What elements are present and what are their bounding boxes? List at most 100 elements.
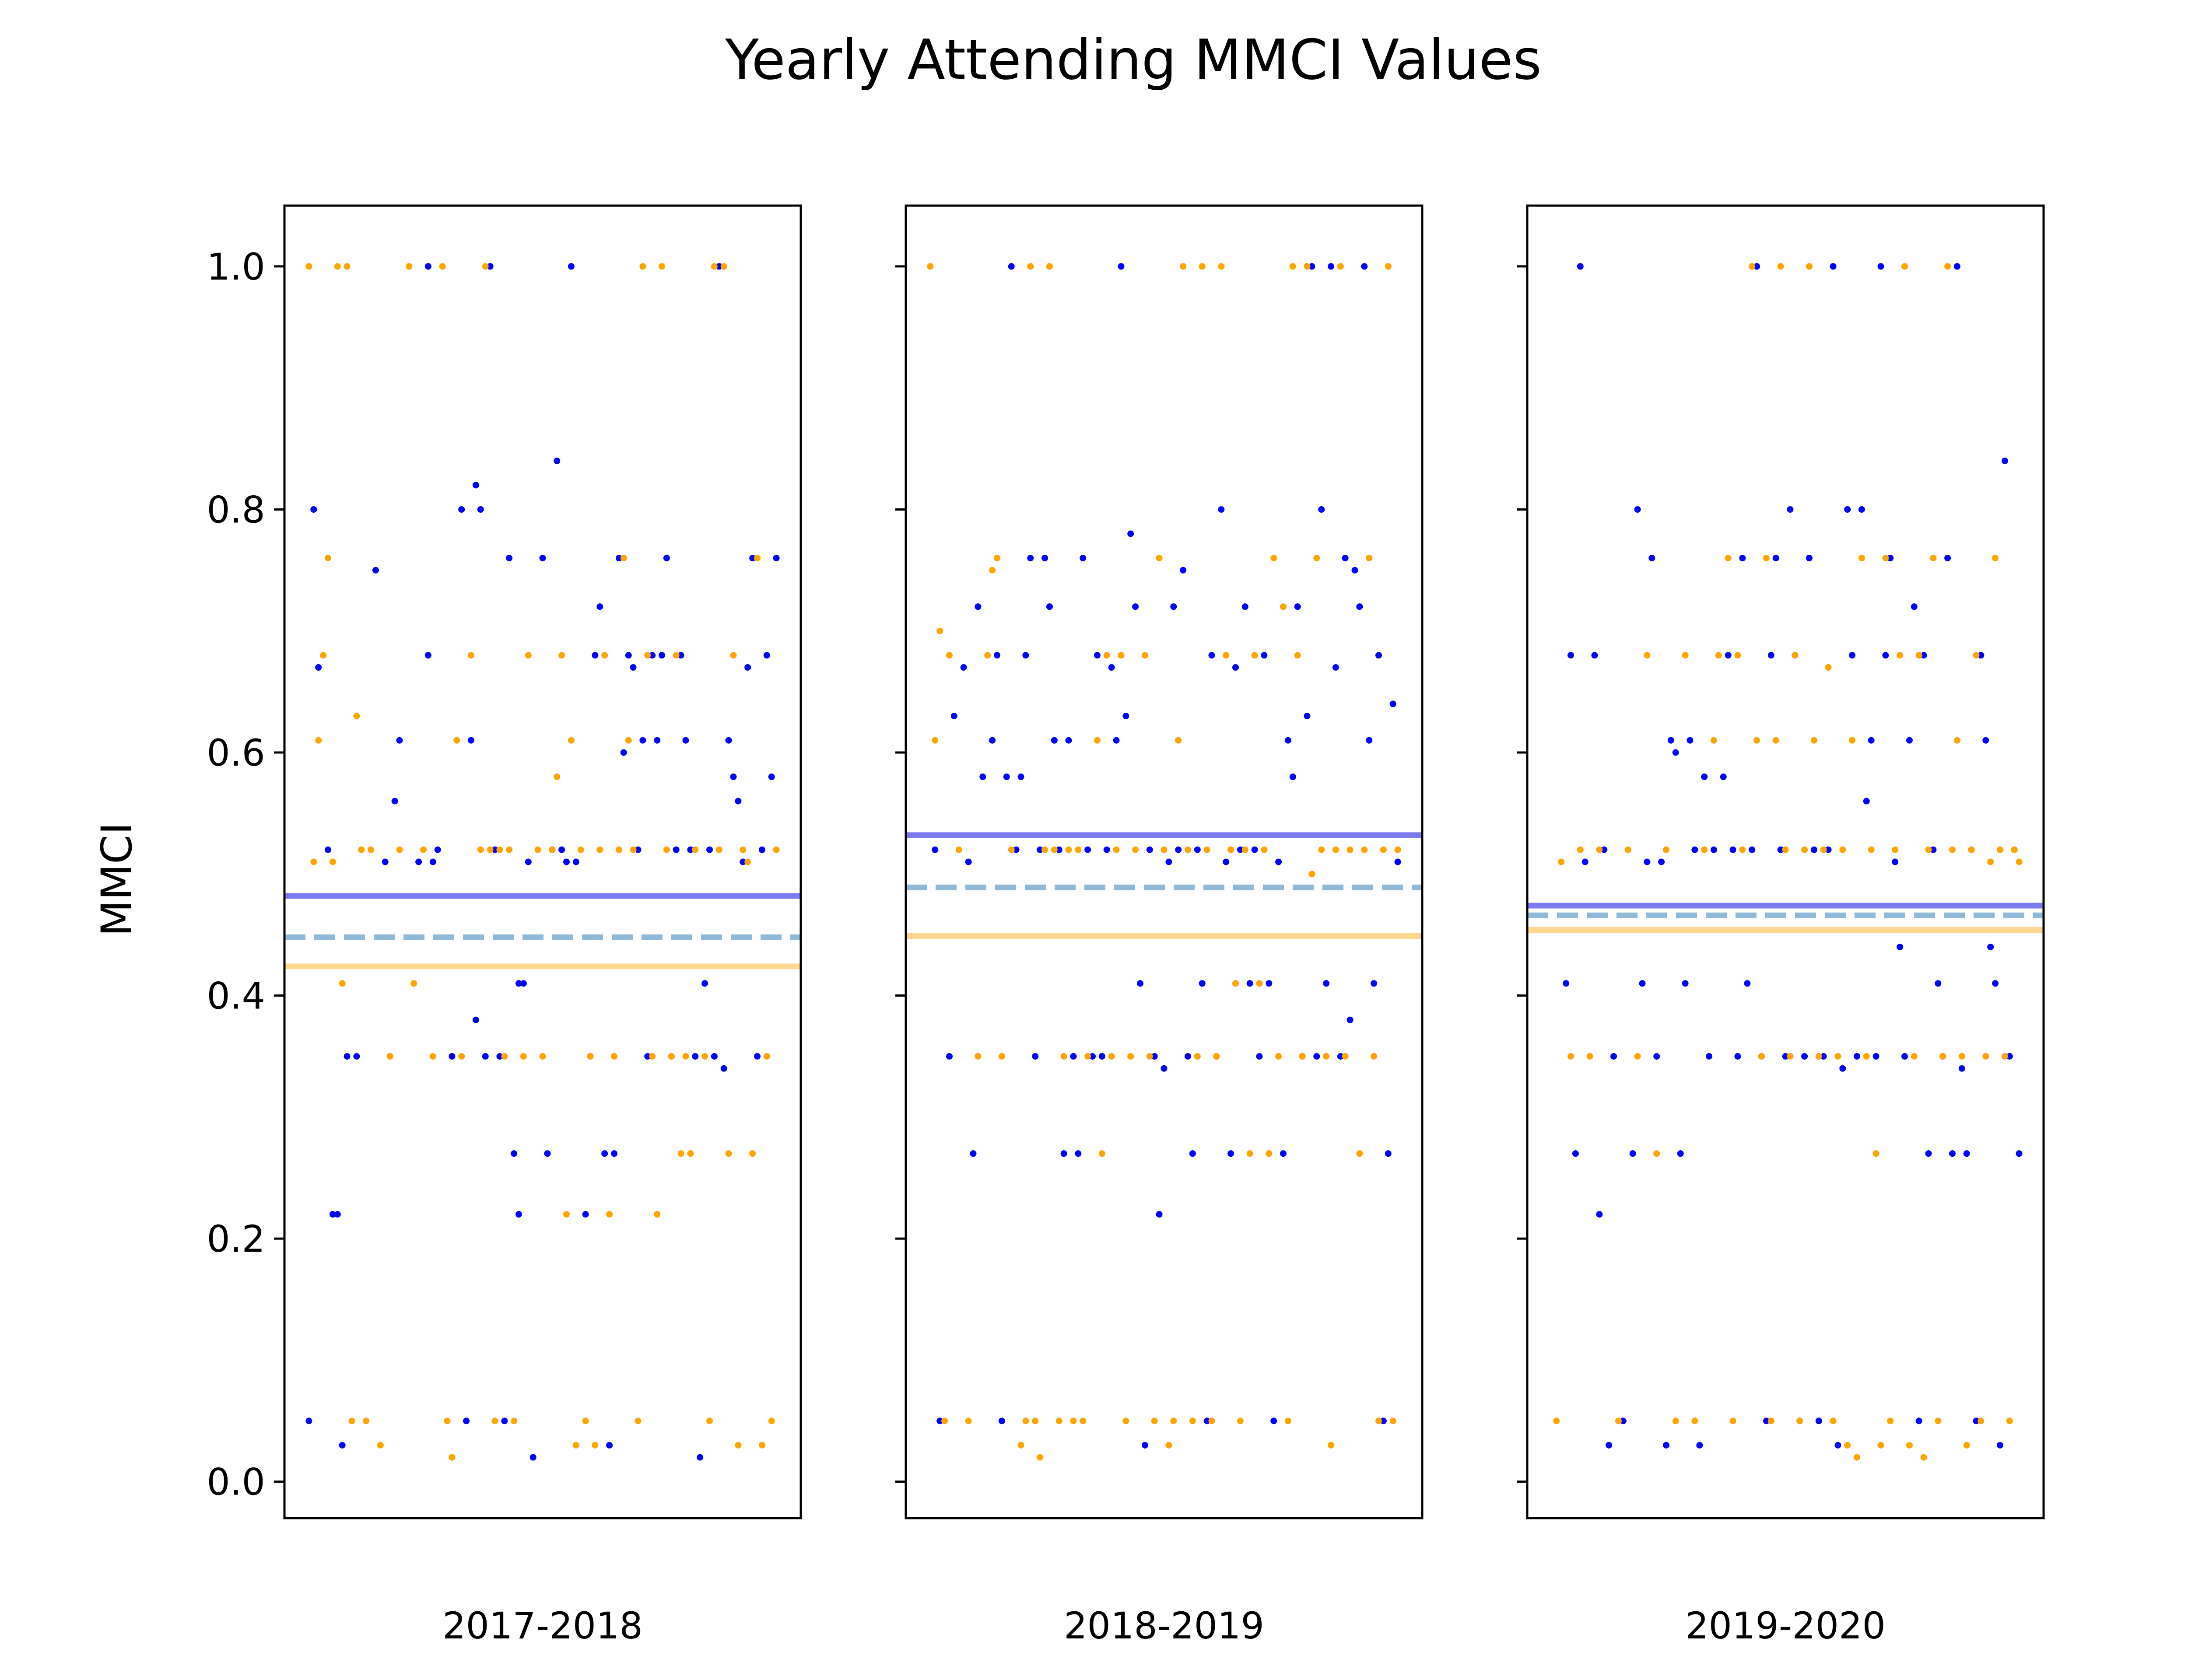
orange-data-point [577, 846, 584, 853]
orange-data-point [659, 263, 665, 270]
blue-data-point [2006, 1053, 2013, 1060]
orange-data-point [1241, 846, 1248, 853]
blue-data-point [1567, 652, 1574, 659]
blue-data-point [1887, 555, 1894, 562]
orange-data-point [1558, 858, 1565, 865]
orange-data-point [1863, 1053, 1870, 1060]
blue-data-point [487, 263, 494, 270]
orange-data-point [1175, 737, 1182, 744]
blue-data-point [1749, 846, 1756, 853]
orange-data-point [1901, 263, 1908, 270]
orange-data-point [1213, 1053, 1220, 1060]
blue-data-point [692, 1053, 699, 1060]
blue-data-point [539, 555, 546, 562]
blue-data-point [1949, 1150, 1956, 1157]
blue-data-point [1118, 263, 1125, 270]
orange-data-point [668, 1053, 675, 1060]
blue-data-point [1997, 1442, 2003, 1449]
orange-data-point [1108, 1053, 1115, 1060]
blue-data-point [1351, 567, 1358, 574]
panel-2017-2018: 0.0 0.2 0.4 0.6 0.8 1.0 2017-2018 [207, 204, 802, 1647]
orange-data-point [1758, 1053, 1765, 1060]
blue-data-point [1113, 737, 1120, 744]
orange-data-point [1161, 846, 1168, 853]
orange-data-point [932, 737, 939, 744]
blue-data-point [701, 980, 708, 987]
orange-data-point [1872, 1150, 1879, 1157]
orange-data-point [1275, 1053, 1282, 1060]
blue-data-point [625, 652, 632, 659]
blue-data-point [1782, 1053, 1789, 1060]
blue-data-point [1103, 846, 1110, 853]
orange-data-point [334, 263, 341, 270]
orange-data-point [744, 858, 751, 865]
blue-data-point [1294, 603, 1301, 610]
orange-data-point [763, 1053, 770, 1060]
blue-data-point [611, 1150, 617, 1157]
blue-data-point [725, 737, 732, 744]
blue-data-point [1854, 1053, 1860, 1060]
axes-frame [1526, 204, 2045, 1519]
blue-data-point [1801, 1053, 1808, 1060]
blue-data-point [391, 798, 398, 805]
blue-data-point [353, 1053, 360, 1060]
orange-data-point [1672, 1418, 1679, 1424]
orange-data-point [1237, 1418, 1244, 1424]
orange-data-point [1375, 1418, 1382, 1424]
orange-data-point [1037, 1454, 1044, 1461]
orange-data-point [1939, 1053, 1946, 1060]
orange-data-point [1356, 1150, 1363, 1157]
orange-data-point [1882, 555, 1889, 562]
orange-data-point [439, 263, 446, 270]
orange-data-point [410, 980, 417, 987]
orange-data-point [1218, 263, 1225, 270]
orange-data-point [1346, 846, 1353, 853]
orange-data-point [1146, 1053, 1153, 1060]
blue-data-point [2016, 1150, 2023, 1157]
orange-data-point [1858, 555, 1865, 562]
blue-data-point [1122, 713, 1129, 720]
orange-data-point [687, 1150, 694, 1157]
orange-data-point [1017, 1442, 1024, 1449]
orange-data-point [730, 652, 737, 659]
blue-data-point [1787, 506, 1794, 513]
orange-data-point [1763, 555, 1770, 562]
blue-data-point [1094, 652, 1101, 659]
blue-data-point [740, 858, 747, 865]
blue-data-point [525, 858, 532, 865]
orange-data-point [965, 1418, 972, 1424]
blue-data-point [687, 846, 694, 853]
blue-data-point [434, 846, 441, 853]
orange-data-point [1844, 1442, 1851, 1449]
blue-data-point [1634, 506, 1641, 513]
orange-data-point [1318, 846, 1325, 853]
orange-data-point [975, 1053, 982, 1060]
orange-data-point [620, 555, 627, 562]
orange-data-point [1122, 1418, 1129, 1424]
blue-data-point [1385, 1150, 1392, 1157]
orange-data-point [611, 1053, 617, 1060]
orange-data-point [1734, 652, 1741, 659]
blue-data-point [1261, 652, 1268, 659]
blue-data-point [950, 713, 957, 720]
blue-data-point [506, 555, 513, 562]
blue-data-point [659, 652, 665, 659]
blue-data-point [1696, 1442, 1703, 1449]
orange-data-point [539, 1053, 546, 1060]
blue-data-point [515, 1211, 522, 1218]
blue-data-point [1227, 1150, 1234, 1157]
orange-data-point [1323, 1053, 1330, 1060]
orange-data-point [563, 1211, 570, 1218]
orange-data-point [1022, 1418, 1029, 1424]
blue-data-point [472, 482, 479, 489]
orange-data-point [625, 737, 632, 744]
blue-data-point [501, 1418, 508, 1424]
orange-data-point [1394, 846, 1401, 853]
orange-data-point [1963, 1442, 1970, 1449]
blue-data-point [1639, 980, 1646, 987]
blue-data-point [1051, 737, 1058, 744]
blue-data-point [1872, 1053, 1879, 1060]
orange-data-point [1251, 652, 1258, 659]
orange-data-point [1141, 652, 1148, 659]
orange-data-point [1792, 652, 1799, 659]
